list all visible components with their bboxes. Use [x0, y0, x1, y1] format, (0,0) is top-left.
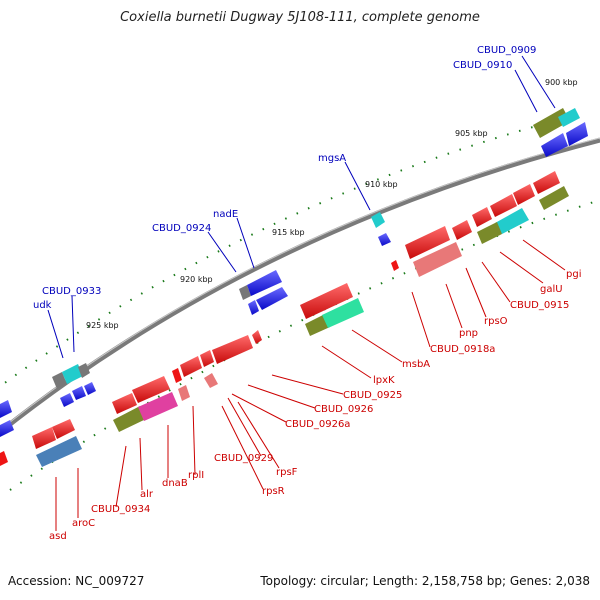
gene-label-red[interactable]: rpsF	[276, 467, 298, 478]
gene-feature[interactable]	[300, 283, 353, 319]
gene-label-red[interactable]: galU	[540, 284, 563, 295]
gene-feature[interactable]	[533, 171, 560, 194]
accession-text: Accession: NC_009727	[8, 574, 145, 588]
gene-feature[interactable]	[533, 108, 570, 138]
gene-feature[interactable]	[212, 335, 253, 364]
gene-feature[interactable]	[178, 385, 190, 401]
gene-feature[interactable]	[539, 186, 569, 210]
blue-leader-lines	[47, 55, 556, 359]
gene-label-red[interactable]: msbA	[402, 359, 430, 370]
gene-feature[interactable]	[132, 376, 170, 403]
gene-label-red[interactable]: lpxK	[373, 375, 395, 386]
gene-feature[interactable]	[452, 220, 472, 240]
gene-feature[interactable]	[113, 406, 146, 432]
gene-feature[interactable]	[405, 226, 450, 259]
gene-label-red[interactable]: CBUD_0929	[214, 453, 273, 464]
map-title: Coxiella burnetii Dugway 5J108-111, comp…	[120, 10, 480, 25]
kbp-label: 920 kbp	[180, 275, 213, 284]
gene-label-blue[interactable]: CBUD_0924	[152, 223, 211, 234]
gene-label-blue[interactable]: nadE	[213, 209, 238, 220]
reverse-features	[0, 171, 569, 467]
gene-feature[interactable]	[52, 372, 67, 389]
gene-feature[interactable]	[472, 207, 492, 227]
gene-label-blue[interactable]: mgsA	[318, 153, 346, 164]
gene-feature[interactable]	[477, 222, 502, 244]
gene-feature[interactable]	[305, 314, 330, 336]
gene-feature[interactable]	[247, 270, 282, 296]
gene-label-red[interactable]: CBUD_0918a	[430, 344, 495, 355]
gene-feature[interactable]	[52, 419, 75, 439]
kbp-label: 910 kbp	[365, 180, 398, 189]
gene-feature[interactable]	[84, 382, 96, 395]
gene-label-blue[interactable]: CBUD_0910	[453, 60, 512, 71]
gene-label-blue[interactable]: udk	[33, 300, 52, 311]
gene-feature[interactable]	[239, 285, 251, 300]
gene-label-red[interactable]: asd	[49, 531, 67, 542]
gene-feature[interactable]	[36, 436, 82, 467]
gene-feature[interactable]	[172, 368, 182, 383]
gene-label-red[interactable]: CBUD_0926	[314, 404, 373, 415]
gene-label-red[interactable]: CBUD_0915	[510, 300, 569, 311]
gene-feature[interactable]	[558, 108, 580, 127]
gene-label-red[interactable]: dnaB	[162, 478, 188, 489]
gene-feature[interactable]	[78, 363, 90, 378]
gene-feature[interactable]	[322, 298, 364, 328]
gene-feature[interactable]	[62, 364, 83, 384]
forward-features	[0, 108, 588, 437]
kbp-label: 915 kbp	[272, 228, 305, 237]
gene-feature[interactable]	[0, 400, 12, 418]
gene-feature[interactable]	[200, 350, 214, 367]
gene-feature[interactable]	[541, 133, 568, 157]
kbp-label: 925 kbp	[86, 321, 119, 330]
gene-feature[interactable]	[391, 260, 399, 271]
genome-summary-text: Topology: circular; Length: 2,158,758 bp…	[260, 574, 590, 588]
gene-feature[interactable]	[60, 393, 74, 407]
gene-feature[interactable]	[112, 393, 137, 414]
gene-label-red[interactable]: CBUD_0925	[343, 390, 402, 401]
gene-feature[interactable]	[566, 122, 588, 146]
gene-label-red[interactable]: pnp	[459, 328, 478, 339]
gene-label-red[interactable]: CBUD_0926a	[285, 419, 350, 430]
gene-feature[interactable]	[371, 212, 385, 228]
gene-feature[interactable]	[495, 208, 529, 234]
gene-feature[interactable]	[513, 184, 535, 205]
gene-feature[interactable]	[413, 242, 462, 277]
gene-feature[interactable]	[490, 194, 517, 217]
gene-feature[interactable]	[0, 451, 8, 466]
gene-feature[interactable]	[0, 420, 14, 437]
gene-feature[interactable]	[138, 392, 178, 421]
gene-label-red[interactable]: rplI	[188, 470, 204, 481]
gene-feature[interactable]	[252, 330, 262, 344]
gene-feature[interactable]	[256, 287, 288, 310]
gene-label-red[interactable]: rpsO	[484, 316, 508, 327]
red-leader-lines	[55, 239, 566, 531]
gene-label-blue[interactable]: CBUD_0909	[477, 45, 536, 56]
gene-feature[interactable]	[32, 427, 56, 449]
gene-feature[interactable]	[248, 300, 259, 315]
gene-feature[interactable]	[204, 373, 218, 388]
gene-feature[interactable]	[378, 233, 391, 246]
gene-label-red[interactable]: pgi	[566, 269, 581, 280]
gene-label-red[interactable]: alr	[140, 489, 154, 500]
gene-feature[interactable]	[180, 356, 202, 377]
gene-label-red[interactable]: CBUD_0934	[91, 504, 150, 515]
kbp-label: 905 kbp	[455, 129, 488, 138]
gene-label-blue[interactable]: CBUD_0933	[42, 286, 101, 297]
gene-label-red[interactable]: aroC	[72, 518, 95, 529]
gene-label-red[interactable]: rpsR	[262, 486, 285, 497]
kbp-label: 900 kbp	[545, 78, 578, 87]
gene-feature[interactable]	[72, 386, 86, 400]
